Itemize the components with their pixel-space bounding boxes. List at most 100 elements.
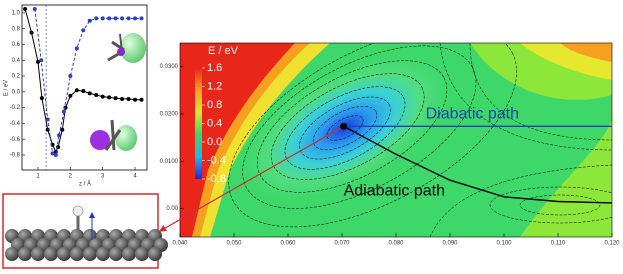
data-point [94,93,99,97]
colorbar-tick-label: 1.2 [207,80,222,92]
colorbar-tick-label: -0.8 [207,173,226,185]
data-point [87,18,92,23]
x-tick-label: 0.090 [442,241,458,247]
colorbar-tick-label: -0.4 [207,154,226,166]
x-tick-label: 0.050 [226,241,242,247]
colorbar-tick-label: 0.4 [207,117,222,129]
x-tick-label: 2 [69,174,73,180]
surface-atom [109,247,123,261]
x-tick-label: 0.060 [280,241,296,247]
data-point [87,91,92,96]
data-point [39,96,44,101]
x-tick-label: 0.120 [604,241,620,247]
data-point [53,153,58,157]
data-point [126,16,131,21]
data-point [81,28,86,33]
y-tick-label: 0.00 [166,206,178,212]
inset-pointer [158,125,344,232]
surface-atom [83,247,97,261]
data-point [100,16,105,21]
colorbar [195,68,202,179]
path-label: Adiabatic path [344,182,445,199]
plot-area [23,5,144,170]
data-point [139,16,144,21]
data-point [120,16,125,21]
surface-atom [57,247,71,261]
x-tick-label: 3 [101,174,105,180]
reaction-path [343,125,612,204]
surface-atom [96,247,110,261]
data-point [107,95,112,100]
surface-atom [70,247,84,261]
series-line [24,8,142,153]
data-point [32,6,37,11]
y-tick-label: 1.0 [12,10,21,16]
x-tick-label: 0.040 [172,241,188,247]
surface-atom [122,247,136,261]
data-point [133,16,138,21]
data-point [50,151,55,156]
x-tick-label: 0.070 [334,241,350,247]
left-y-label: E / eV [4,80,10,96]
y-tick-label: 0.0200 [160,112,179,118]
data-point [45,117,50,122]
data-point [81,89,86,94]
data-point [139,97,144,102]
colorbar-tick-label: 1.6 [207,62,222,74]
y-tick-label: -0.2 [10,105,21,111]
contour-field [180,43,612,237]
data-point [133,97,138,102]
surface-atom [5,247,19,261]
colorbar-label: E / eV [208,45,239,57]
data-point [53,149,58,154]
data-point [57,133,62,138]
data-point [74,88,79,93]
data-point [23,6,28,11]
molecule-icon [107,33,146,63]
paths [343,125,612,204]
data-point [126,96,131,101]
data-point [68,93,73,98]
data-point [94,16,99,21]
surface-atom [148,247,162,261]
data-point [29,30,34,35]
left-x-label: z / Å [79,181,91,188]
y-tick-label: 0.0 [12,89,21,95]
data-point [68,74,73,79]
x-tick-label: 0.100 [496,241,512,247]
data-point [113,96,118,101]
y-tick-label: -0.6 [10,137,21,143]
colorbar-tick-label: 0.8 [207,99,222,111]
surface-atom [44,247,58,261]
x-tick-label: 1 [36,174,40,180]
data-point [107,16,112,21]
y-tick-label: 0.4 [12,58,21,64]
data-point [120,96,125,101]
colorbar-tick-label: 0.0 [207,136,222,148]
y-tick-label: -0.4 [10,121,21,127]
surface-atom [31,247,45,261]
y-tick-label: 0.6 [12,42,21,48]
molecule-icon [90,119,137,151]
data-point [100,94,105,99]
x-tick-label: 4 [133,174,137,180]
data-point [39,58,44,63]
surface-atom [135,247,149,261]
data-point [36,59,41,64]
y-tick-label: -0.8 [10,153,21,159]
y-tick-label: 0.8 [12,26,21,32]
path-label: Diabatic path [426,105,519,122]
data-point [74,46,79,51]
x-tick-label: 0.110 [551,241,566,247]
data-point [61,109,66,114]
minimum-point [340,122,348,130]
y-tick-label: 0.0100 [160,159,179,165]
surface-atom [18,247,32,261]
surface-inset [2,193,168,269]
data-point [60,127,65,132]
data-point [113,16,118,21]
y-tick-label: 0.0300 [160,64,179,70]
y-tick-label: 0.2 [12,74,21,80]
x-tick-label: 0.080 [388,241,404,247]
